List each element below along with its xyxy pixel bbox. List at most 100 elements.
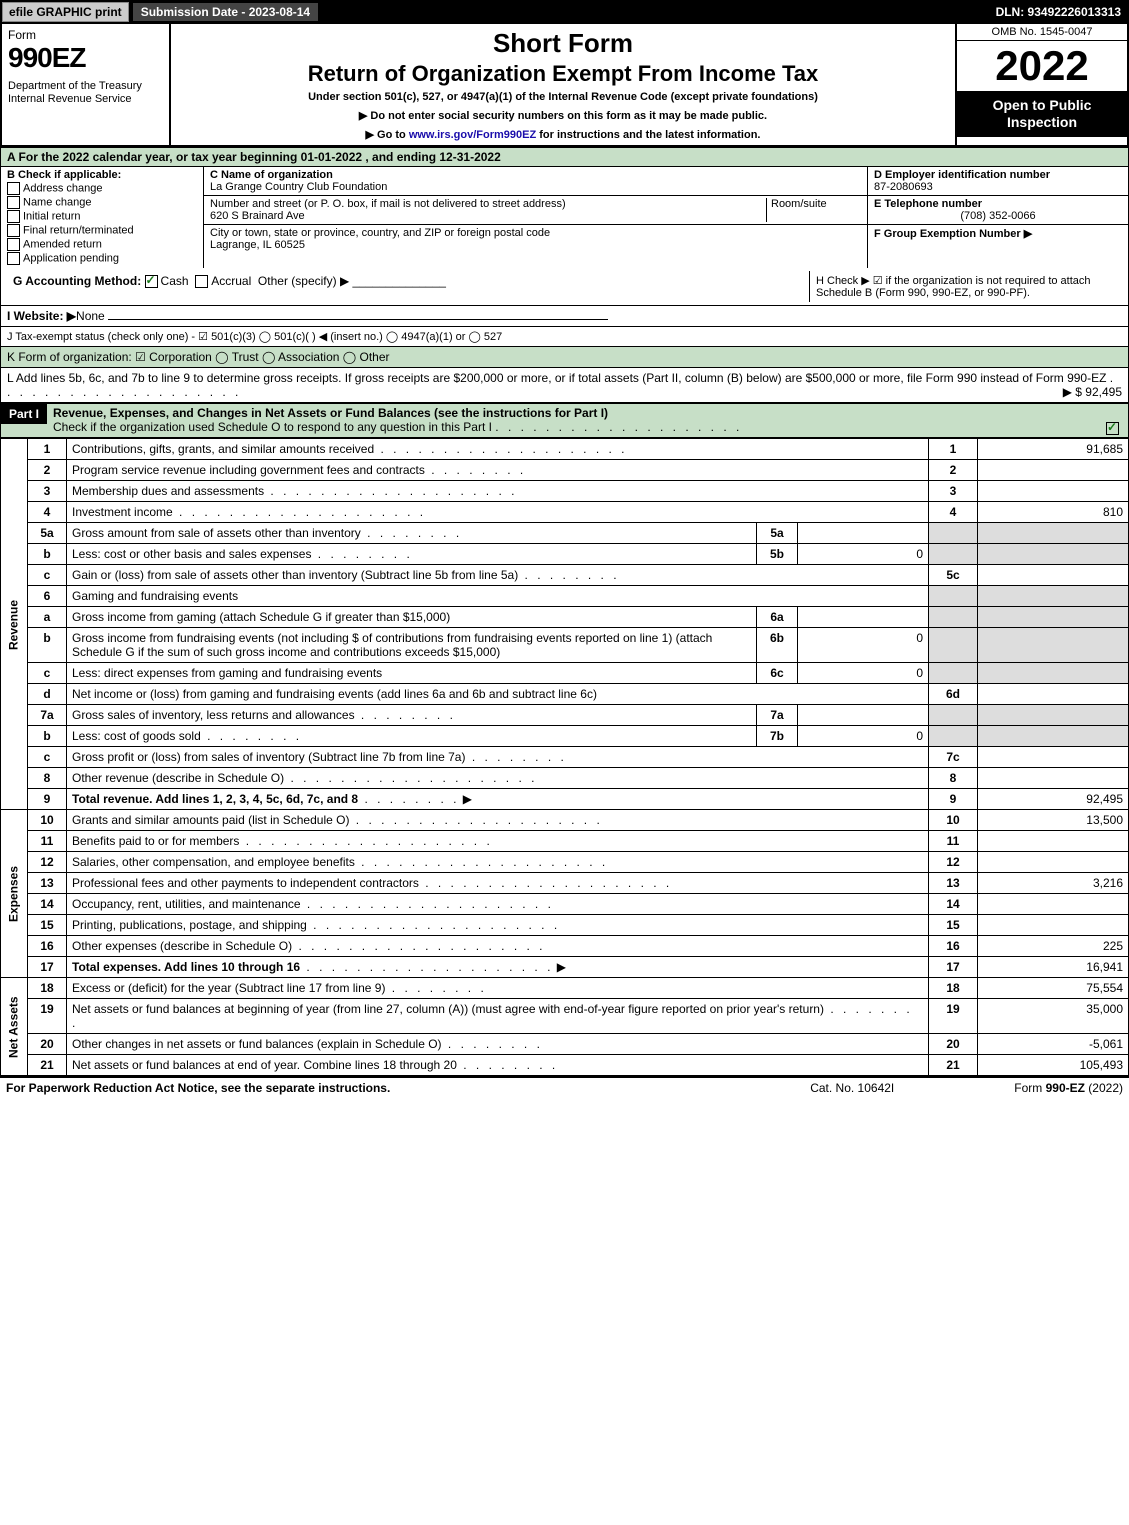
side-label-revenue: Revenue [1,439,28,810]
checkbox-name-change[interactable]: Name change [7,196,197,209]
addr-label: Number and street (or P. O. box, if mail… [210,198,566,210]
form-header: Form 990EZ Department of the Treasury In… [0,24,1129,147]
row-num: b [28,544,67,565]
row-amt [978,915,1129,936]
sub-line-label: 5b [757,544,798,565]
row-desc: Net income or (loss) from gaming and fun… [72,687,597,701]
row-amt: 105,493 [978,1055,1129,1076]
submission-date-label: Submission Date - 2023-08-14 [133,3,318,21]
checkbox-address-change[interactable]: Address change [7,182,197,195]
row-desc: Salaries, other compensation, and employ… [72,855,355,869]
sub-line-label: 7b [757,726,798,747]
row-desc: Contributions, gifts, grants, and simila… [72,442,374,456]
row-desc: Net assets or fund balances at beginning… [72,1002,824,1016]
row-desc: Gross sales of inventory, less returns a… [72,708,355,722]
form-number: 990EZ [8,42,163,74]
row-line: 17 [929,957,978,978]
checkbox-application-pending[interactable]: Application pending [7,252,197,265]
ein-label: D Employer identification number [874,169,1050,181]
row-amt: 13,500 [978,810,1129,831]
row-amt: 92,495 [978,789,1129,810]
part-1-header-row: Part I Revenue, Expenses, and Changes in… [0,403,1129,438]
row-desc: Benefits paid to or for members [72,834,239,848]
row-num: c [28,747,67,768]
city-label: City or town, state or province, country… [210,227,550,239]
row-desc: Membership dues and assessments [72,484,264,498]
sub-line-label: 6c [757,663,798,684]
tax-year: 2022 [957,41,1127,91]
part-1-title: Revenue, Expenses, and Changes in Net As… [53,406,608,420]
row-amt: 91,685 [978,439,1129,460]
checkbox-amended-return[interactable]: Amended return [7,238,197,251]
sub-line-label: 6b [757,628,798,663]
row-desc: Gross amount from sale of assets other t… [72,526,361,540]
paperwork-notice: For Paperwork Reduction Act Notice, see … [6,1081,390,1095]
row-num: 16 [28,936,67,957]
row-num: 7a [28,705,67,726]
row-num: 14 [28,894,67,915]
header-center: Short Form Return of Organization Exempt… [171,24,957,145]
org-name-value: La Grange Country Club Foundation [210,181,387,193]
row-line: 15 [929,915,978,936]
row-amt [978,852,1129,873]
row-desc: Gross income from fundraising events (no… [72,631,712,659]
row-desc: Program service revenue including govern… [72,463,425,477]
addr-value: 620 S Brainard Ave [210,210,305,222]
financial-table: Revenue 1 Contributions, gifts, grants, … [0,438,1129,1076]
omb-number: OMB No. 1545-0047 [957,24,1127,41]
row-num: 17 [28,957,67,978]
checkbox-final-return[interactable]: Final return/terminated [7,224,197,237]
line-g-accounting: G Accounting Method: Cash Accrual Other … [7,271,809,302]
row-desc: Gain or (loss) from sale of assets other… [72,568,518,582]
row-num: 6 [28,586,67,607]
checkbox-initial-return[interactable]: Initial return [7,210,197,223]
row-line: 21 [929,1055,978,1076]
row-num: 11 [28,831,67,852]
row-amt [978,747,1129,768]
row-g-h: G Accounting Method: Cash Accrual Other … [0,268,1129,306]
irs-link[interactable]: www.irs.gov/Form990EZ [409,129,536,141]
sub-line-amt [798,705,929,726]
room-label: Room/suite [771,198,827,210]
ein-value: 87-2080693 [874,181,933,193]
checkbox-accrual[interactable] [195,275,208,288]
column-b-checkboxes: B Check if applicable: Address change Na… [1,167,204,268]
row-amt [978,460,1129,481]
row-desc: Other expenses (describe in Schedule O) [72,939,292,953]
part-1-subtitle: Check if the organization used Schedule … [53,420,492,434]
row-line: 13 [929,873,978,894]
row-line: 20 [929,1034,978,1055]
row-num: 2 [28,460,67,481]
row-line: 10 [929,810,978,831]
row-desc: Less: cost of goods sold [72,729,201,743]
efile-print-button[interactable]: efile GRAPHIC print [2,2,129,22]
row-desc: Other revenue (describe in Schedule O) [72,771,284,785]
row-num: b [28,726,67,747]
row-line: 7c [929,747,978,768]
row-num: 4 [28,502,67,523]
checkbox-cash[interactable] [145,275,158,288]
sub-line-label: 7a [757,705,798,726]
row-line: 2 [929,460,978,481]
row-desc: Grants and similar amounts paid (list in… [72,813,349,827]
tel-value: (708) 352-0066 [874,210,1122,222]
row-line: 6d [929,684,978,705]
row-amt: 810 [978,502,1129,523]
row-num: 19 [28,999,67,1034]
row-amt: 3,216 [978,873,1129,894]
row-desc: Less: direct expenses from gaming and fu… [72,666,382,680]
row-line: 12 [929,852,978,873]
main-title: Return of Organization Exempt From Incom… [181,61,945,87]
row-num: 15 [28,915,67,936]
group-exemption-label: F Group Exemption Number ▶ [874,228,1032,240]
sub-line-amt [798,523,929,544]
row-num: 1 [28,439,67,460]
part-1-schedule-o-checkbox[interactable] [1106,422,1119,435]
row-desc: Excess or (deficit) for the year (Subtra… [72,981,385,995]
row-desc: Investment income [72,505,173,519]
sub-line-amt [798,607,929,628]
row-amt [978,831,1129,852]
row-num: 9 [28,789,67,810]
line-h-schedule-b: H Check ▶ ☑ if the organization is not r… [809,271,1122,302]
row-desc: Printing, publications, postage, and shi… [72,918,307,932]
